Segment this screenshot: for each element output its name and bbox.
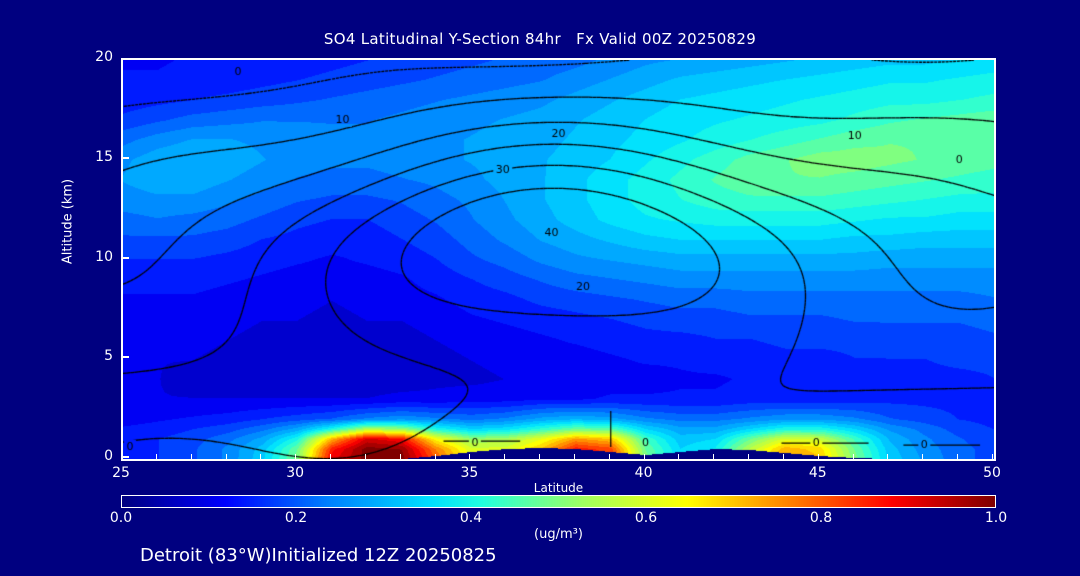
x-tick-label: 35	[460, 465, 479, 481]
x-minor-tick-mark	[608, 454, 610, 459]
x-minor-tick-mark	[678, 454, 680, 459]
y-tick-label: 10	[95, 248, 113, 265]
colorbar	[121, 495, 996, 508]
x-minor-tick-mark	[573, 454, 575, 459]
x-minor-tick-mark	[748, 454, 750, 459]
y-tick-mark	[122, 456, 129, 458]
page-title: SO4 Latitudinal Y-Section 84hr Fx Valid …	[323, 30, 757, 48]
colorbar-tick-label: 0.6	[634, 510, 658, 526]
colorbar-units-label: (ug/m³)	[534, 527, 583, 542]
x-minor-tick-mark	[922, 454, 924, 459]
x-minor-tick-mark	[434, 454, 436, 459]
x-minor-tick-mark	[782, 454, 784, 459]
figure-caption: Detroit (83°W)Initialized 12Z 20250825	[140, 545, 497, 566]
x-minor-tick-mark	[260, 454, 262, 459]
y-tick-label: 15	[95, 148, 113, 165]
y-tick-mark	[122, 58, 129, 60]
x-minor-tick-mark	[992, 454, 993, 459]
x-minor-tick-mark	[155, 454, 157, 459]
x-tick-label: 45	[808, 465, 827, 481]
x-minor-tick-mark	[957, 454, 959, 459]
section-plot-axes	[121, 58, 996, 461]
y-tick-mark	[122, 256, 129, 259]
contour-overlay-canvas	[123, 60, 994, 459]
x-tick-label: 50	[983, 465, 1001, 481]
x-minor-tick-mark	[504, 454, 506, 459]
x-minor-tick-mark	[852, 454, 854, 459]
x-tick-label: 30	[286, 465, 305, 481]
y-axis-label: Altitude (km)	[60, 178, 76, 265]
colorbar-tick-label: 0.0	[109, 510, 133, 526]
x-minor-tick-mark	[295, 454, 297, 459]
x-minor-tick-mark	[121, 454, 122, 459]
colorbar-tick-label: 0.2	[284, 510, 308, 526]
y-tick-label: 20	[95, 49, 113, 65]
colorbar-tick-label: 0.8	[809, 510, 833, 526]
x-minor-tick-mark	[364, 454, 366, 459]
y-tick-label: 5	[104, 348, 113, 365]
colorbar-tick-label: 0.4	[459, 510, 483, 526]
x-tick-label: 25	[112, 465, 130, 481]
x-minor-tick-mark	[399, 454, 401, 459]
x-minor-tick-mark	[469, 454, 471, 459]
x-minor-tick-mark	[539, 454, 541, 459]
y-tick-mark	[122, 156, 129, 159]
x-minor-tick-mark	[643, 454, 645, 459]
x-minor-tick-mark	[330, 454, 332, 459]
colorbar-tick-label: 1.0	[984, 510, 1008, 526]
x-tick-label: 40	[634, 465, 653, 481]
x-axis-label: Latitude	[533, 481, 584, 495]
colorbar-gradient	[122, 496, 995, 507]
x-minor-tick-mark	[225, 454, 227, 459]
x-minor-tick-mark	[713, 454, 715, 459]
x-minor-tick-mark	[887, 454, 889, 459]
y-tick-mark	[122, 356, 129, 359]
x-minor-tick-mark	[190, 454, 192, 459]
x-minor-tick-mark	[817, 454, 819, 459]
y-tick-label: 0	[104, 448, 113, 464]
